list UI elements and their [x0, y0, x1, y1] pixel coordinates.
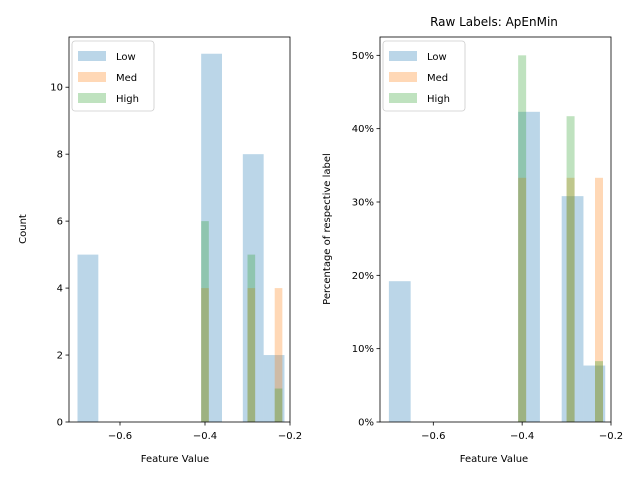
right-legend-swatch-low [389, 51, 417, 61]
right-bar-low-0 [388, 281, 411, 422]
right-bar-med-1 [566, 177, 575, 422]
right-y-axis-label: Percentage of respective label [322, 153, 333, 305]
right-bar-med-0 [518, 177, 527, 422]
right-legend-swatch-high [389, 93, 417, 103]
left-legend-swatch-low [78, 51, 106, 61]
right-axes-frame [379, 36, 612, 423]
right-y-tick-label: 20% [352, 271, 374, 282]
left-y-tick-label: 2 [57, 351, 63, 362]
left-y-tick-label: 8 [57, 150, 63, 161]
right-x-axis-label: Feature Value [460, 454, 528, 465]
left-legend-swatch-med [78, 72, 106, 82]
right-bar-low-2 [561, 196, 584, 422]
left-x-axis-label: Feature Value [141, 454, 209, 465]
left-legend: Low Med High [71, 40, 155, 112]
left-y-tick-label: 10 [50, 83, 63, 94]
left-x-ticks: −0.6 −0.4 −0.2 [108, 422, 302, 442]
left-bar-med-1 [247, 288, 256, 422]
left-bar-low-3 [263, 355, 285, 422]
right-subplot: 0% 10% 20% 30% 40% 50% −0.6 −0.4 −0.2 Feature V… [322, 15, 623, 465]
right-x-tick-label: −0.2 [599, 431, 623, 442]
right-bar-high-1 [566, 116, 575, 422]
right-legend-label-low: Low [427, 52, 447, 63]
right-y-ticks: 0% 10% 20% 30% 40% 50% [352, 51, 380, 429]
left-legend-label-low: Low [116, 52, 136, 63]
right-x-tick-label: −0.4 [510, 431, 534, 442]
right-y-tick-label: 40% [352, 124, 374, 135]
left-bar-low-1 [201, 53, 222, 422]
right-legend-box [382, 40, 466, 112]
right-bar-med-2 [595, 177, 604, 422]
left-bar-high-1 [247, 254, 256, 422]
left-y-tick-label: 4 [57, 284, 63, 295]
left-bar-med-0 [201, 288, 209, 422]
left-bars [77, 53, 285, 422]
left-bar-high-0 [201, 221, 209, 422]
right-x-tick-label: −0.6 [421, 431, 445, 442]
left-subplot: 0 2 4 6 8 10 −0.6 −0.4 −0.2 Feature Value Count… [18, 36, 302, 465]
left-y-tick-label: 0 [57, 418, 63, 429]
left-x-tick-label: −0.6 [108, 431, 132, 442]
right-y-tick-label: 10% [352, 344, 374, 355]
left-y-axis-label: Count [18, 214, 29, 244]
right-legend-swatch-med [389, 72, 417, 82]
left-axes-frame [68, 36, 291, 423]
right-bars [388, 55, 606, 423]
left-legend-swatch-high [78, 93, 106, 103]
left-bar-med-2 [274, 288, 283, 422]
right-y-tick-label: 50% [352, 51, 374, 62]
left-legend-box [71, 40, 155, 112]
right-bar-high-0 [518, 55, 527, 422]
right-legend-label-high: High [427, 94, 450, 105]
right-chart-title: Raw Labels: ApEnMin [430, 15, 558, 29]
left-y-ticks: 0 2 4 6 8 10 [50, 83, 69, 429]
right-bar-low-1 [518, 111, 540, 423]
left-bar-low-0 [77, 254, 99, 422]
right-legend-label-med: Med [427, 73, 448, 84]
right-legend: Low Med High [382, 40, 466, 112]
right-y-tick-label: 0% [358, 418, 374, 429]
left-legend-label-high: High [116, 94, 139, 105]
right-x-ticks: −0.6 −0.4 −0.2 [421, 422, 623, 442]
left-legend-label-med: Med [116, 73, 137, 84]
left-bar-low-2 [242, 154, 264, 422]
left-x-tick-label: −0.4 [193, 431, 217, 442]
right-y-tick-label: 30% [352, 198, 374, 209]
left-bar-high-2 [274, 388, 283, 422]
left-y-tick-label: 6 [57, 217, 63, 228]
right-bar-high-2 [595, 361, 604, 422]
left-x-tick-label: −0.2 [278, 431, 302, 442]
right-bar-low-3 [583, 365, 606, 422]
